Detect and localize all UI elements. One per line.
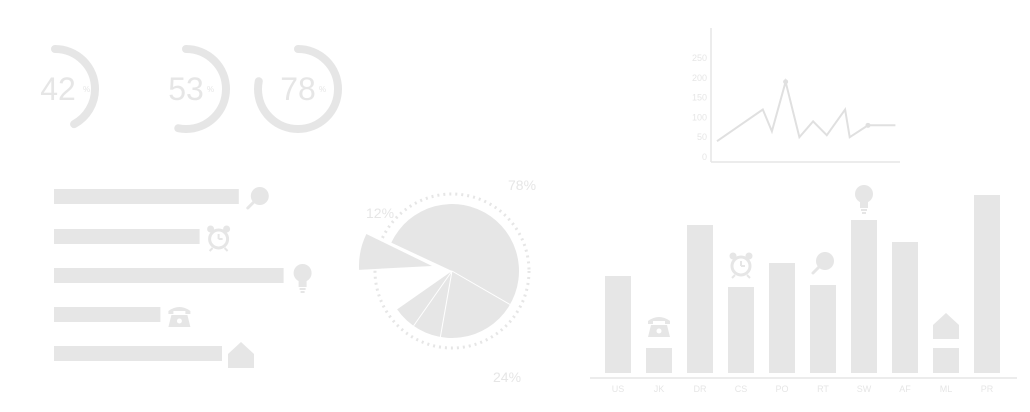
y-tick-label: 200	[692, 73, 707, 83]
pie-divider	[413, 270, 453, 327]
magnifier-icon	[246, 187, 269, 210]
house-icon	[933, 313, 959, 339]
ring-2: 53 %	[142, 45, 230, 133]
telephone-icon	[168, 307, 191, 327]
alarm-clock-icon	[207, 225, 231, 252]
line-series	[716, 77, 896, 143]
vbar	[728, 287, 754, 373]
hbar	[54, 189, 239, 204]
pie-divider	[388, 270, 453, 295]
progress-rings: 42 % 53 % 78 %	[11, 45, 342, 133]
x-tick-label: DR	[694, 384, 707, 394]
line-chart: 0 50 100 150 200 250	[692, 28, 900, 163]
vertical-bar-chart: US JK DR CS PO RT SW AF ML PR	[590, 185, 1017, 394]
bar-chart-x-labels: US JK DR CS PO RT SW AF ML PR	[612, 384, 994, 394]
lightbulb-icon	[293, 264, 312, 293]
vbar	[810, 285, 836, 373]
x-tick-label: JK	[654, 384, 665, 394]
hbar	[54, 268, 284, 283]
x-tick-label: SW	[857, 384, 872, 394]
pie-slices	[359, 204, 519, 338]
pie-label-24: 24%	[493, 369, 521, 385]
ring-arc	[254, 45, 342, 133]
telephone-icon	[648, 317, 670, 337]
ring-unit: %	[83, 85, 90, 94]
x-tick-label: CS	[735, 384, 748, 394]
hbar	[54, 307, 161, 322]
pie-slice-exploded	[359, 233, 432, 270]
pie-label-78: 78%	[508, 177, 536, 193]
vbar	[687, 225, 713, 373]
hbar	[54, 346, 222, 361]
pie-divider	[439, 270, 453, 338]
ring-unit: %	[319, 85, 326, 94]
vbar	[605, 276, 631, 373]
ring-arc	[142, 45, 230, 133]
pie-chart: 78% 12% 24%	[359, 177, 536, 385]
vbar	[974, 195, 1000, 373]
y-tick-label: 0	[702, 152, 707, 162]
x-tick-label: PR	[981, 384, 994, 394]
vbar	[646, 348, 672, 373]
ring-arc	[11, 45, 99, 133]
x-tick-label: ML	[940, 384, 953, 394]
x-tick-label: PO	[775, 384, 788, 394]
line-chart-points	[783, 79, 871, 128]
line-point	[865, 122, 871, 128]
ring-3: 78 %	[254, 45, 342, 133]
lightbulb-icon	[855, 185, 873, 214]
vbar	[769, 263, 795, 373]
x-tick-label: RT	[817, 384, 829, 394]
hbar	[54, 229, 200, 244]
vbar	[892, 242, 918, 373]
horizontal-bar-chart	[54, 187, 312, 368]
ring-value: 42	[40, 71, 76, 107]
ring-value: 78	[280, 71, 316, 107]
pie-divider	[451, 270, 511, 305]
ring-unit: %	[207, 85, 214, 94]
house-icon	[228, 342, 254, 368]
pie-label-12: 12%	[366, 205, 394, 221]
y-tick-label: 150	[692, 93, 707, 103]
bar-chart-icons	[648, 185, 959, 339]
ring-value: 53	[168, 71, 204, 107]
magnifier-icon	[811, 252, 834, 275]
y-tick-label: 100	[692, 112, 707, 122]
pie-slice-main	[391, 204, 519, 338]
bar-chart-bars	[605, 195, 1000, 373]
x-tick-label: AF	[899, 384, 911, 394]
y-tick-label: 50	[697, 132, 707, 142]
alarm-clock-icon	[729, 252, 753, 279]
pie-dotted-ring	[373, 192, 531, 350]
x-tick-label: US	[612, 384, 625, 394]
vbar	[851, 220, 877, 373]
y-tick-label: 250	[692, 53, 707, 63]
vbar	[933, 348, 959, 373]
line-chart-y-ticks: 0 50 100 150 200 250	[692, 53, 707, 162]
ring-1: 42 %	[11, 45, 99, 133]
line-point	[783, 79, 789, 85]
